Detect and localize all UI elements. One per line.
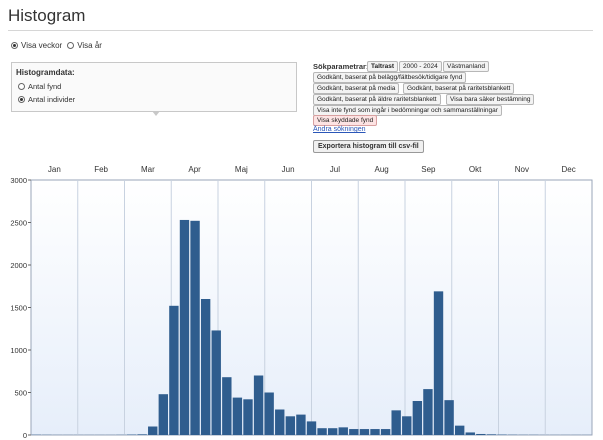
histogram-bar bbox=[179, 219, 190, 435]
chip-approved-evidence[interactable]: Godkänt, baserat på belägg/fältbesök/tid… bbox=[313, 72, 467, 83]
histogram-bar bbox=[454, 425, 465, 435]
y-tick-label: 3000 bbox=[10, 176, 27, 185]
histogram-bar bbox=[317, 428, 327, 435]
chip-exclude-assessments[interactable]: Visa inte fynd som ingår i bedömningar o… bbox=[313, 105, 502, 116]
chip-approved-old-rarity[interactable]: Godkänt, baserat på äldre raritetsblanke… bbox=[313, 94, 441, 105]
histogram-bar bbox=[349, 429, 359, 435]
radio-label-visa-veckor[interactable]: Visa veckor bbox=[21, 41, 63, 50]
histogram-bar bbox=[380, 429, 391, 435]
histogram-bar bbox=[296, 414, 306, 435]
histogram-bar bbox=[402, 416, 412, 435]
month-label: Apr bbox=[188, 165, 201, 174]
radio-antal-individer[interactable] bbox=[18, 96, 25, 103]
histogram-data-title: Histogramdata: bbox=[16, 68, 75, 77]
histogram-bar bbox=[327, 428, 338, 435]
month-label: Dec bbox=[562, 165, 576, 174]
search-params-label: Sökparametrar: bbox=[313, 62, 369, 71]
radio-label-antal-individer[interactable]: Antal individer bbox=[28, 95, 76, 104]
histogram-bar bbox=[476, 433, 486, 435]
histogram-bar bbox=[169, 305, 179, 435]
histogram-bar bbox=[148, 426, 158, 435]
histogram-bar bbox=[465, 432, 475, 435]
histogram-bar bbox=[158, 394, 169, 435]
radio-antal-fynd[interactable] bbox=[18, 83, 25, 90]
histogram-option-individer[interactable]: Antal individer bbox=[18, 95, 75, 104]
histogram-bar bbox=[306, 421, 317, 435]
y-tick-label: 1000 bbox=[10, 346, 27, 355]
histogram-bar bbox=[253, 375, 264, 435]
histogram-bar bbox=[275, 409, 285, 435]
month-label: Okt bbox=[469, 165, 482, 174]
change-search-link[interactable]: Ändra sökningen bbox=[313, 126, 366, 133]
histogram-bar bbox=[338, 427, 348, 435]
histogram-bar bbox=[412, 401, 423, 435]
histogram-bar bbox=[200, 299, 211, 435]
panel-pointer-icon bbox=[152, 111, 160, 116]
title-divider bbox=[8, 30, 593, 31]
y-tick-label: 2000 bbox=[10, 261, 27, 270]
histogram-bar bbox=[444, 400, 454, 435]
y-tick-label: 1500 bbox=[10, 304, 27, 313]
month-label: Jun bbox=[282, 165, 295, 174]
y-tick-label: 0 bbox=[23, 431, 27, 440]
radio-visa-veckor[interactable] bbox=[11, 42, 18, 49]
chip-secure-identification[interactable]: Visa bara säker bestämning bbox=[446, 94, 535, 105]
month-label: Nov bbox=[515, 165, 529, 174]
histogram-data-panel: Histogramdata: Antal fynd Antal individe… bbox=[11, 62, 297, 112]
chip-approved-media[interactable]: Godkänt, baserat på media bbox=[313, 83, 400, 94]
histogram-bar bbox=[232, 397, 243, 435]
page-title: Histogram bbox=[8, 6, 86, 25]
chip-species[interactable]: Taltrast bbox=[367, 61, 398, 72]
chip-years[interactable]: 2000 - 2024 bbox=[399, 61, 442, 72]
view-toggle: Visa veckor Visa år bbox=[11, 41, 107, 50]
histogram-bar bbox=[243, 399, 253, 435]
histogram-bar bbox=[285, 416, 296, 435]
month-label: Sep bbox=[421, 165, 436, 174]
radio-label-visa-ar[interactable]: Visa år bbox=[77, 41, 102, 50]
histogram-bar bbox=[486, 434, 497, 435]
chip-approved-rarity[interactable]: Godkänt, baserat på raritetsblankett bbox=[403, 83, 515, 94]
histogram-bar bbox=[433, 291, 444, 435]
month-label: Jan bbox=[48, 165, 61, 174]
histogram-chart: Jan Feb Mar Apr Maj Jun Jul Aug Sep Okt Nov Dec 0 50… bbox=[10, 165, 593, 440]
y-tick-label: 2500 bbox=[10, 219, 27, 228]
histogram-bar bbox=[190, 220, 200, 435]
month-label: Jul bbox=[330, 165, 340, 174]
radio-label-antal-fynd[interactable]: Antal fynd bbox=[28, 82, 62, 91]
chip-region[interactable]: Västmanland bbox=[443, 61, 489, 72]
export-csv-button[interactable]: Exportera histogram till csv-fil bbox=[313, 140, 424, 153]
month-label: Aug bbox=[375, 165, 389, 174]
histogram-bar bbox=[264, 392, 274, 435]
histogram-bar bbox=[359, 429, 370, 435]
y-tick-label: 500 bbox=[14, 389, 27, 398]
chip-protected-records[interactable]: Visa skyddade fynd bbox=[313, 115, 378, 126]
month-label: Feb bbox=[94, 165, 108, 174]
histogram-bar bbox=[423, 389, 433, 435]
histogram-bar bbox=[222, 377, 232, 435]
month-label: Mar bbox=[141, 165, 155, 174]
histogram-bar bbox=[211, 330, 221, 435]
radio-visa-ar[interactable] bbox=[67, 42, 75, 49]
histogram-bar bbox=[370, 429, 380, 435]
histogram-option-fynd[interactable]: Antal fynd bbox=[18, 82, 61, 91]
histogram-bar bbox=[137, 434, 147, 435]
month-label: Maj bbox=[235, 165, 248, 174]
histogram-bar bbox=[391, 410, 401, 435]
